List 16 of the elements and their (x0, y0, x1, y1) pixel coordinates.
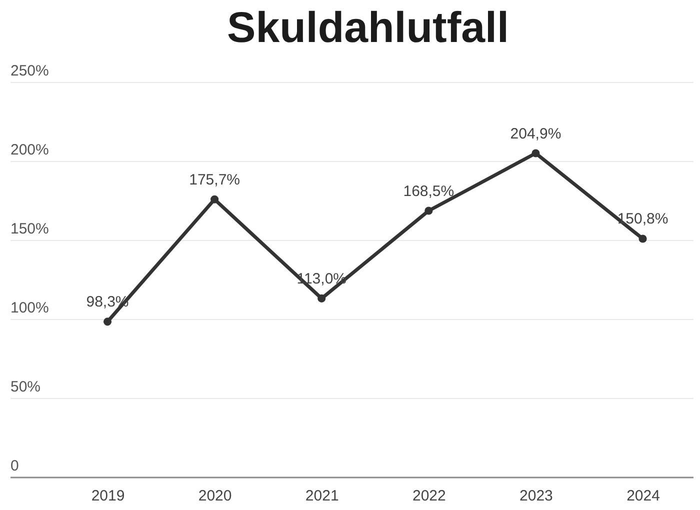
x-tick-label: 2022 (412, 488, 446, 504)
x-tick-label: 2020 (198, 488, 232, 504)
x-tick-label: 2023 (520, 488, 553, 504)
chart-title: Skuldahlutfall (226, 4, 510, 52)
y-tick-label: 200% (10, 142, 49, 158)
x-tick-label: 2019 (91, 488, 125, 504)
x-tick-label: 2024 (626, 488, 660, 504)
y-tick-label: 250% (10, 62, 49, 80)
y-tick-label: 50% (10, 378, 41, 396)
y-tick-label: 100% (10, 300, 49, 316)
data-label: 168,5% (403, 182, 454, 200)
y-tick-label: 150% (10, 220, 49, 238)
data-label: 175,7% (189, 171, 240, 188)
y-tick-label: 0 (10, 458, 19, 474)
data-label: 204,9% (510, 125, 562, 142)
x-tick-label: 2021 (305, 488, 339, 504)
